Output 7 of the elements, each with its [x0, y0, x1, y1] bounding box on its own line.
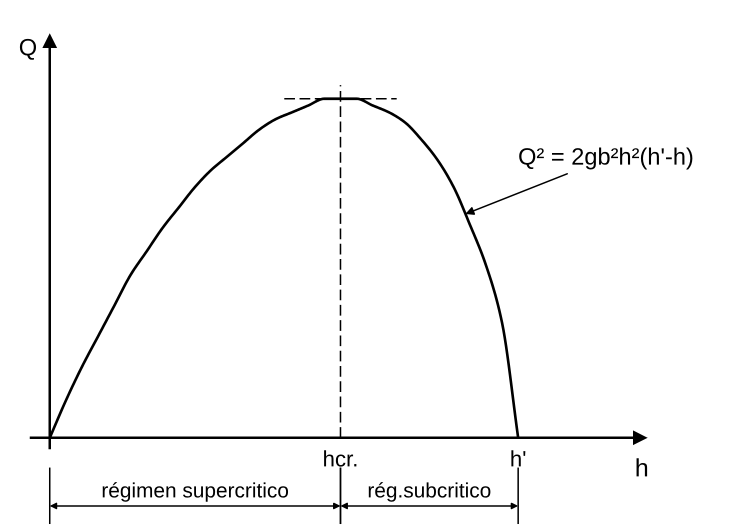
- text: régimen supercritico: [102, 482, 288, 502]
- y-axis-title: Q: [20, 38, 36, 60]
- annotation: Q² = 2gb²h²(h'-h): [519, 147, 692, 170]
- x-axis-title: h: [636, 458, 648, 476]
- x-tick-label: h': [511, 450, 526, 466]
- x-tick-label: hcr.: [324, 450, 356, 467]
- text: rég.subcritico: [368, 482, 490, 502]
